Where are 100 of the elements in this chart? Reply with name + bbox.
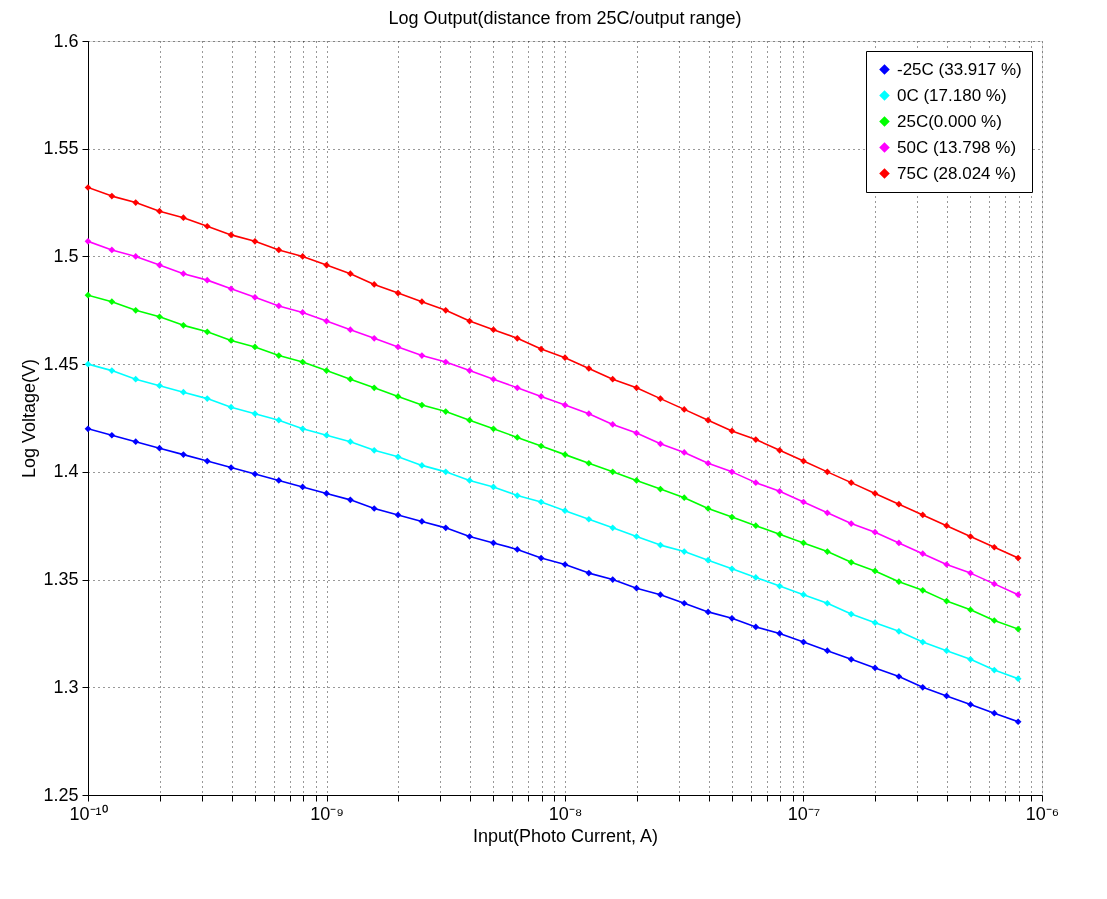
point bbox=[84, 360, 92, 368]
point bbox=[132, 306, 140, 314]
point bbox=[943, 647, 950, 655]
point bbox=[537, 498, 545, 506]
point bbox=[728, 565, 736, 573]
point bbox=[180, 270, 187, 278]
point bbox=[537, 442, 545, 450]
point bbox=[776, 487, 783, 495]
point bbox=[824, 599, 831, 607]
point bbox=[347, 270, 354, 278]
point bbox=[633, 477, 640, 484]
point bbox=[776, 630, 783, 637]
point bbox=[203, 276, 211, 284]
point bbox=[466, 416, 473, 424]
point bbox=[108, 246, 116, 254]
point bbox=[418, 401, 426, 409]
point bbox=[370, 281, 378, 288]
point bbox=[609, 468, 617, 476]
point bbox=[203, 222, 211, 230]
point bbox=[895, 627, 903, 635]
point bbox=[394, 511, 402, 519]
point bbox=[370, 446, 378, 454]
y-tick-label: 1.35 bbox=[43, 569, 79, 590]
point bbox=[108, 431, 116, 439]
point bbox=[156, 382, 163, 390]
point bbox=[394, 289, 402, 297]
point bbox=[728, 513, 736, 521]
point bbox=[633, 533, 640, 540]
point bbox=[967, 701, 974, 708]
point bbox=[561, 354, 569, 362]
point bbox=[513, 334, 521, 342]
point bbox=[967, 533, 974, 540]
point bbox=[1014, 591, 1022, 599]
point bbox=[824, 509, 831, 517]
point bbox=[275, 352, 283, 359]
point bbox=[967, 569, 974, 577]
point bbox=[680, 548, 688, 555]
point bbox=[895, 578, 903, 586]
point bbox=[585, 459, 593, 467]
point bbox=[871, 664, 879, 672]
point bbox=[585, 365, 593, 372]
point bbox=[537, 345, 545, 353]
point bbox=[442, 306, 450, 314]
point bbox=[1014, 718, 1022, 726]
point bbox=[442, 524, 450, 532]
point bbox=[180, 388, 187, 396]
point bbox=[1014, 625, 1022, 633]
point bbox=[895, 539, 903, 547]
point bbox=[323, 367, 330, 374]
point bbox=[776, 582, 783, 590]
point bbox=[919, 550, 927, 558]
point bbox=[990, 666, 998, 674]
point bbox=[919, 683, 927, 691]
point bbox=[537, 554, 545, 562]
point bbox=[824, 647, 831, 655]
point bbox=[871, 528, 879, 536]
point bbox=[967, 655, 974, 663]
point bbox=[561, 401, 569, 409]
point bbox=[657, 541, 664, 549]
point bbox=[251, 470, 259, 478]
point bbox=[824, 468, 831, 476]
point bbox=[704, 556, 712, 564]
point bbox=[585, 569, 593, 577]
point bbox=[299, 425, 306, 433]
point bbox=[156, 313, 163, 321]
point bbox=[728, 427, 736, 435]
chart-title: Log Output(distance from 25C/output range) bbox=[388, 8, 742, 28]
point bbox=[251, 343, 259, 351]
point bbox=[84, 425, 92, 433]
point bbox=[847, 655, 855, 663]
point bbox=[156, 207, 163, 215]
y-tick-label: 1.45 bbox=[43, 353, 79, 374]
point bbox=[299, 483, 306, 491]
point bbox=[609, 421, 617, 428]
y-tick-label: 1.3 bbox=[53, 676, 79, 697]
point bbox=[418, 462, 426, 469]
point bbox=[203, 328, 211, 336]
point bbox=[680, 599, 688, 607]
point bbox=[132, 375, 140, 383]
x-tick-label: 10⁻⁶ bbox=[1025, 803, 1060, 824]
x-tick-label: 10⁻⁹ bbox=[310, 803, 344, 824]
point bbox=[513, 384, 521, 392]
point bbox=[680, 449, 688, 456]
point bbox=[203, 457, 211, 465]
point bbox=[657, 395, 664, 402]
point bbox=[347, 326, 354, 334]
point bbox=[227, 231, 235, 239]
point bbox=[537, 393, 545, 400]
point bbox=[609, 375, 617, 383]
point bbox=[442, 408, 450, 415]
point bbox=[180, 451, 187, 458]
point bbox=[919, 586, 927, 594]
y-tick-label: 1.6 bbox=[53, 30, 79, 51]
point bbox=[513, 434, 521, 441]
legend-label: 25C(0.000 %) bbox=[897, 111, 1002, 131]
point bbox=[680, 494, 688, 502]
point bbox=[323, 431, 330, 439]
y-axis-title: Log Voltage(V) bbox=[19, 358, 40, 479]
point bbox=[990, 543, 998, 551]
point bbox=[132, 253, 140, 260]
